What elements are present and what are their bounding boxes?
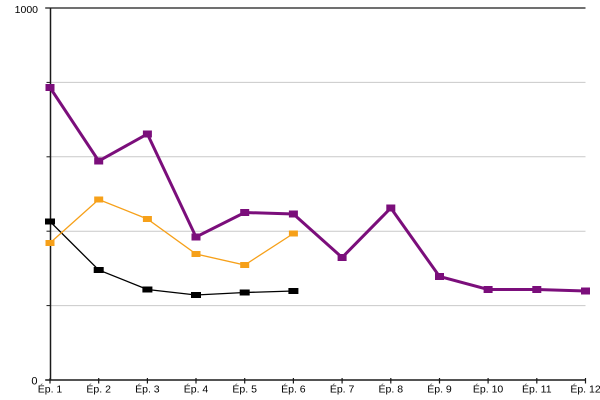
svg-text:Ép. 12: Ép. 12 <box>570 383 600 396</box>
svg-text:Ép. 7: Ép. 7 <box>330 383 355 396</box>
svg-text:Ép. 9: Ép. 9 <box>427 383 452 396</box>
svg-text:Ép. 10: Ép. 10 <box>473 383 504 396</box>
svg-text:Ép. 1: Ép. 1 <box>38 383 63 396</box>
svg-text:0: 0 <box>31 376 37 388</box>
svg-text:Ép. 4: Ép. 4 <box>184 383 209 396</box>
svg-text:Ép. 3: Ép. 3 <box>135 383 160 396</box>
svg-text:Ép. 8: Ép. 8 <box>379 383 404 396</box>
svg-text:Ép. 2: Ép. 2 <box>86 383 111 396</box>
svg-text:Ép. 5: Ép. 5 <box>232 383 257 396</box>
svg-text:Ép. 6: Ép. 6 <box>281 383 306 396</box>
svg-text:Ép. 11: Ép. 11 <box>522 383 552 396</box>
svg-text:1000: 1000 <box>15 4 39 16</box>
